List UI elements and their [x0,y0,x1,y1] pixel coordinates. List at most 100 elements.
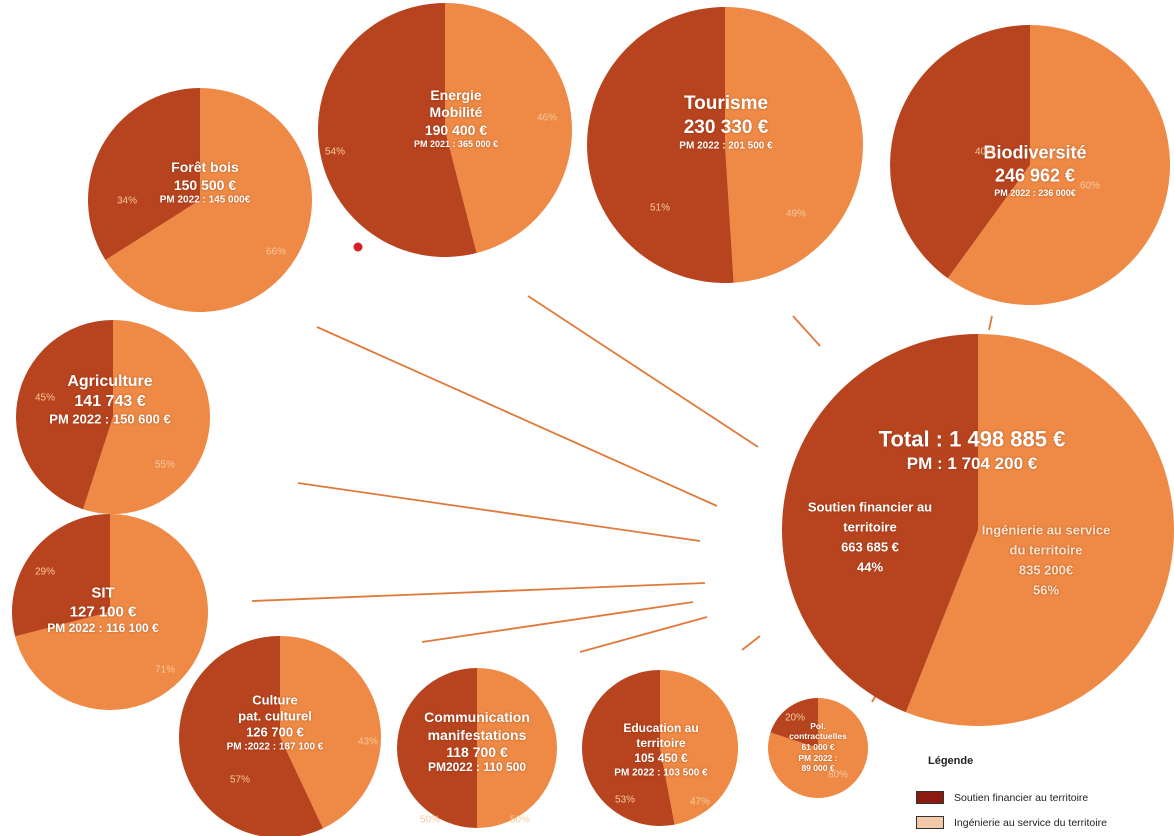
pie-sit-pct-1: 71% [154,664,176,676]
pie-pol-contractuelles-slice-ingenierie [768,698,869,799]
pie-total-financier-label-2: 663 685 € [841,539,899,555]
pie-tourisme-line-0: Tourisme [683,92,769,114]
pie-communication-manifestations-line-1: manifestations [427,726,527,743]
pie-culture-pat-culturel-slice-financier [179,636,323,836]
pie-culture-pat-culturel-line-0: Culture [252,692,298,708]
pie-tourisme-pct-0: 51% [649,202,671,214]
pie-agriculture-pct-0: 45% [34,392,56,404]
pie-pol-contractuelles-pct-1: 80% [827,769,849,781]
pie-communication-manifestations-pct-0: 50% [419,814,441,826]
pie-tourisme-line-1: 230 330 € [683,116,769,138]
pie-energie-mobilite-line-3: PM 2021 : 365 000 € [413,139,499,150]
pie-total-line-1: PM : 1 704 200 € [906,453,1038,473]
pie-education-au-territoire-line-0: Education au [623,720,699,735]
pie-biodiversite-slice-financier [890,25,1030,279]
pie-communication-manifestations-line-0: Communication [424,708,530,725]
legend-swatch-financier [916,791,944,804]
connector-line-2 [297,482,701,542]
pie-sit-pct-0: 29% [34,566,56,578]
pie-sit-line-1: 127 100 € [69,603,137,621]
pie-agriculture-line-0: Agriculture [67,372,153,390]
connector-line-8 [741,635,761,651]
pie-energie-mobilite-line-1: Mobilité [429,104,483,121]
pie-pol-contractuelles-pct-0: 20% [784,712,806,724]
pie-agriculture-line-1: 141 743 € [74,392,146,410]
pie-pol-contractuelles-slice-financier [770,698,818,748]
pie-pol-contractuelles-line-3: PM 2022 : [798,752,838,763]
pie-foret-bois-line-1: 150 500 € [173,176,237,193]
pie-education-au-territoire-line-3: PM 2022 : 103 500 € [614,766,708,778]
pie-energie-mobilite-pct-0: 54% [324,146,346,158]
pie-education-au-territoire-pct-1: 47% [689,796,711,808]
pie-foret-bois-line-0: Forêt bois [171,158,239,175]
pie-energie-mobilite-slice-ingenierie [445,3,572,254]
pie-sit-line-2: PM 2022 : 116 100 € [47,620,159,635]
pie-total-ingenierie-label-0: Ingénierie au service [981,522,1111,538]
legend-entry-financier: Soutien financier au territoire [916,791,1088,804]
pie-total-slice-financier [781,334,978,713]
red-dot-marker [353,242,363,252]
pie-energie-mobilite-slice-financier [317,2,477,257]
pie-foret-bois-pct-1: 66% [265,246,287,258]
pie-sit-line-0: SIT [91,584,115,602]
connector-line-6 [792,315,821,347]
pie-foret-bois-slice-financier [88,88,200,261]
pie-communication-manifestations-line-2: 118 700 € [446,743,508,760]
connector-line-3 [251,582,706,602]
pie-total-financier-label-0: Soutien financier au [807,499,933,515]
pie-foret-bois-line-2: PM 2022 : 145 000€ [159,193,251,205]
pie-total-ingenierie-label-2: 835 200€ [1018,562,1074,578]
pie-biodiversite-pct-1: 60% [1079,180,1101,192]
pie-education-au-territoire-line-2: 105 450 € [634,750,688,765]
pie-tourisme-slice-ingenierie [725,6,864,283]
pie-education-au-territoire-line-1: territoire [636,735,686,750]
pie-sit-slice-ingenierie [15,514,209,710]
pie-biodiversite-line-1: 246 962 € [994,165,1076,186]
pie-education-au-territoire-slice-ingenierie [660,670,739,825]
connector-line-5 [579,616,708,653]
legend-entry-ingenierie: Ingénierie au service du territoire [916,816,1107,829]
pie-total-financier-label-3: 44% [856,559,884,575]
pie-culture-pat-culturel-line-3: PM :2022 : 187 100 € [226,741,324,753]
pie-communication-manifestations-slice-financier [397,668,477,828]
pie-pol-contractuelles-line-2: 61 000 € [801,742,835,753]
pie-communication-manifestations-slice-ingenierie [477,668,557,828]
legend-label-financier: Soutien financier au territoire [954,791,1089,804]
pie-education-au-territoire-pct-0: 53% [614,794,636,806]
pie-culture-pat-culturel-line-1: pat. culturel [238,708,312,724]
pie-energie-mobilite-line-0: Energie [430,86,482,103]
legend-label-ingenierie: Ingénierie au service du territoire [954,816,1107,829]
pie-total-line-0: Total : 1 498 885 € [878,426,1066,452]
pie-sit-slice-financier [12,514,110,637]
connector-line-7 [988,315,993,331]
pie-tourisme-line-2: PM 2022 : 201 500 € [679,140,773,151]
pie-education-au-territoire-slice-financier [582,670,675,826]
pie-agriculture-slice-financier [16,320,113,510]
pie-total-financier-label-1: territoire [843,519,897,535]
legend: Légende Soutien financier au territoire … [912,755,1174,836]
pie-pol-contractuelles-line-0: Pol. [810,720,826,731]
pie-biodiversite-slice-ingenierie [947,25,1171,306]
pie-energie-mobilite-line-2: 190 400 € [424,121,488,138]
connector-line-1 [316,326,718,507]
pie-culture-pat-culturel-slice-ingenierie [280,636,382,829]
pie-communication-manifestations-pct-1: 50% [509,814,531,826]
legend-title: Légende [928,755,974,767]
pie-foret-bois-slice-ingenierie [105,88,313,313]
pie-tourisme-pct-1: 49% [785,208,807,220]
pie-total-ingenierie-label-1: du territoire [1009,542,1083,558]
pie-culture-pat-culturel-pct-0: 57% [229,774,251,786]
pie-agriculture-line-2: PM 2022 : 150 600 € [49,411,171,427]
pie-total-ingenierie-label-3: 56% [1032,582,1060,598]
pie-foret-bois-pct-0: 34% [116,195,138,207]
connector-line-0 [527,295,759,448]
pie-culture-pat-culturel-line-2: 126 700 € [246,724,304,740]
pie-biodiversite-line-2: PM 2022 : 236 000€ [994,187,1076,198]
pie-communication-manifestations-line-3: PM2022 : 110 500 [427,760,527,775]
pie-total-slice-ingenierie [905,334,1174,726]
pie-pol-contractuelles-line-1: contractuelles [789,731,847,742]
pie-biodiversite-line-0: Biodiversité [983,142,1087,163]
legend-swatch-ingenierie [916,816,944,829]
pie-pol-contractuelles-line-4: 89 000 € [801,763,835,774]
